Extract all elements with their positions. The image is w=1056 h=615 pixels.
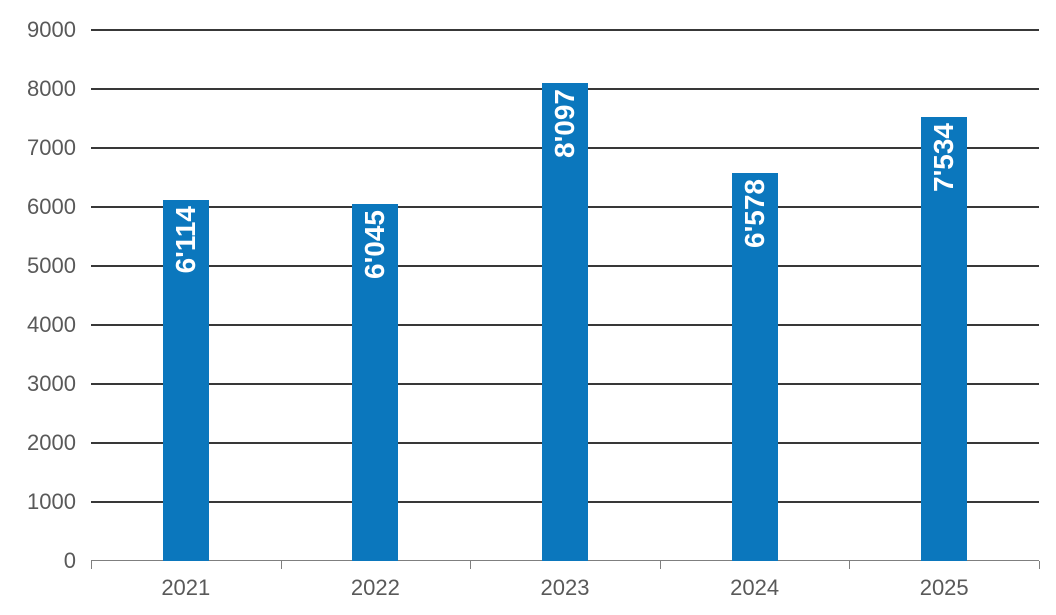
x-axis-tick <box>1039 561 1040 569</box>
x-axis-tick <box>849 561 850 569</box>
y-tick-label: 7000 <box>27 135 76 160</box>
bar-2025: 7'534 <box>921 116 968 561</box>
x-tick-label: 2023 <box>540 575 590 600</box>
y-tick-label: 0 <box>63 548 76 573</box>
x-tick-label: 2024 <box>730 575 780 600</box>
y-tick-label: 1000 <box>27 489 76 514</box>
bar-value-label: 8'097 <box>549 89 580 159</box>
bar-value-label: 6'578 <box>738 178 770 248</box>
bar-2023: 8'097 <box>542 83 588 561</box>
x-axis-tick <box>470 561 471 569</box>
y-tick-label: 3000 <box>27 371 76 396</box>
x-tick-label: 2021 <box>161 575 211 600</box>
bar-2022: 6'045 <box>352 204 399 561</box>
x-axis-tick <box>91 561 92 569</box>
y-tick-label: 5000 <box>27 253 76 278</box>
y-axis-labels: 0 1000 2000 3000 4000 5000 6000 7000 8000 9000 <box>0 19 76 572</box>
y-tick-label: 4000 <box>27 312 76 337</box>
gridline <box>91 29 1039 31</box>
bar-2021: 6'114 <box>162 200 209 561</box>
y-tick-label: 8000 <box>27 76 76 101</box>
bar-value-label: 6'045 <box>359 210 391 280</box>
x-axis-tick <box>281 561 282 569</box>
x-axis-tick <box>660 561 661 569</box>
x-tick-label: 2025 <box>919 575 969 600</box>
y-tick-label: 6000 <box>27 194 76 219</box>
bar-value-label: 7'534 <box>928 122 960 192</box>
bar-2024: 6'578 <box>731 172 778 561</box>
y-tick-label: 2000 <box>27 430 76 455</box>
x-tick-label: 2022 <box>350 575 400 600</box>
bar-value-label: 6'114 <box>169 206 201 274</box>
x-axis-labels: 2021 2022 2023 2024 2025 <box>91 577 1039 603</box>
y-tick-label: 9000 <box>27 17 76 42</box>
plot-area: 6'114 6'045 8'097 6'578 7'534 <box>91 29 1040 569</box>
